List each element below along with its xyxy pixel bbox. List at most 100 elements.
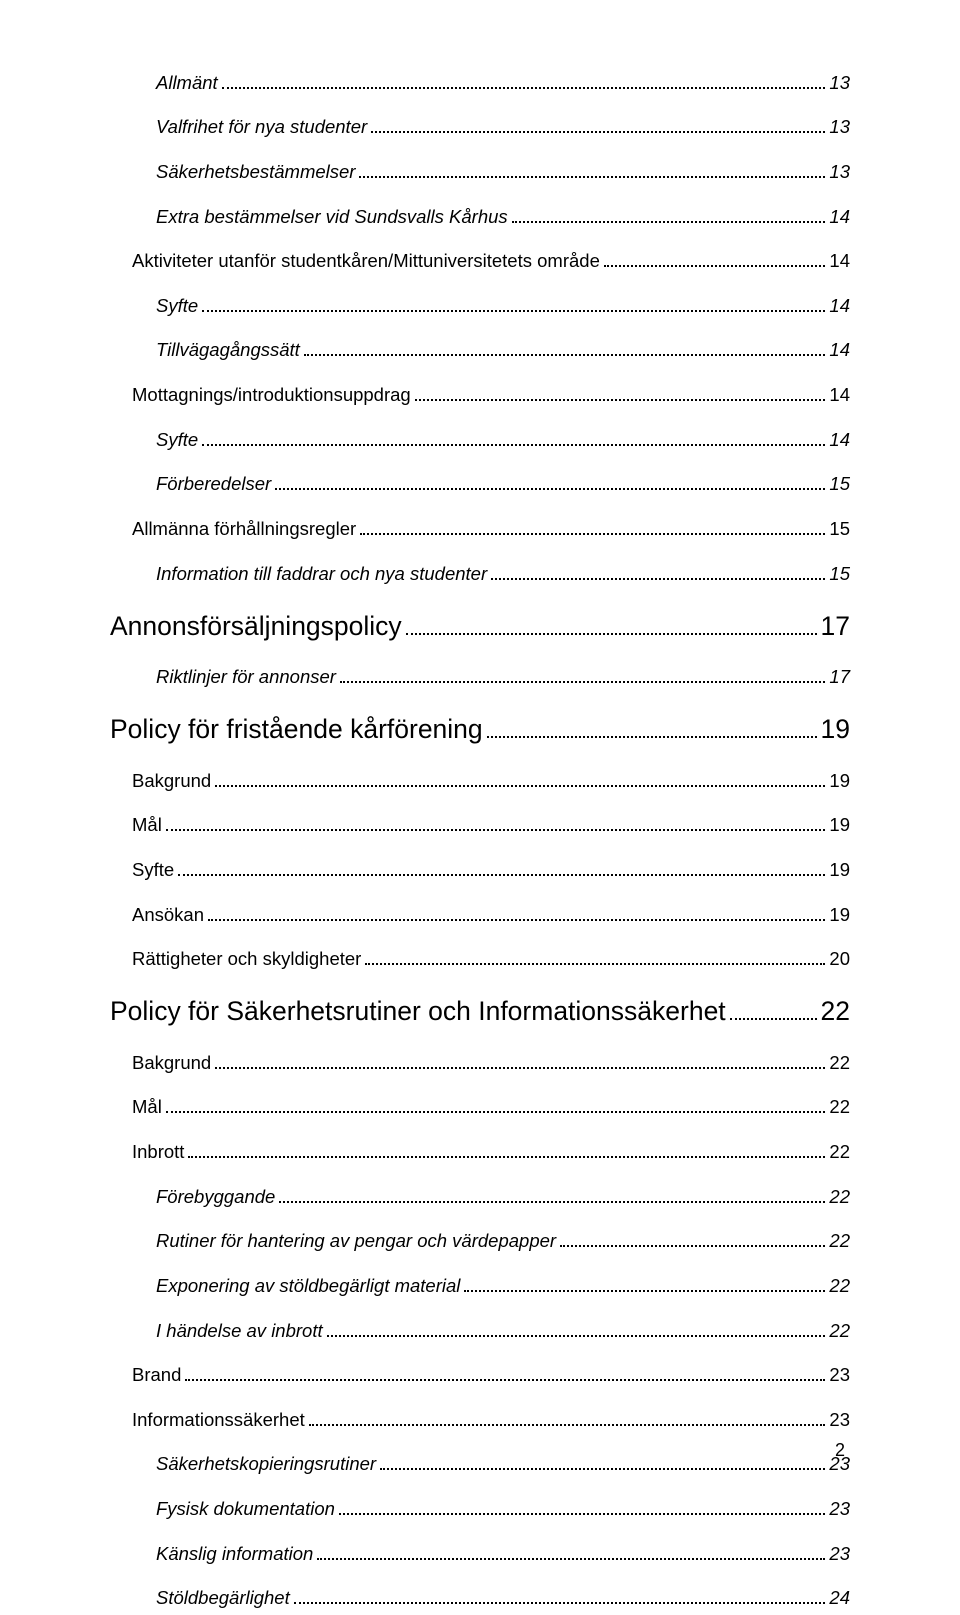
toc-entry-label: I händelse av inbrott xyxy=(156,1320,323,1342)
toc-leader-dots xyxy=(491,561,825,580)
toc-entry-label: Mottagnings/introduktionsuppdrag xyxy=(132,384,411,406)
toc-entry[interactable]: Informationssäkerhet 23 xyxy=(132,1407,850,1431)
toc-entry[interactable]: Allmänt 13 xyxy=(156,70,850,94)
toc-leader-dots xyxy=(188,1139,825,1158)
toc-entry-label: Inbrott xyxy=(132,1141,184,1163)
toc-entry[interactable]: Valfrihet för nya studenter 13 xyxy=(156,115,850,139)
toc-entry[interactable]: Syfte 19 xyxy=(132,857,850,881)
toc-entry-page: 20 xyxy=(829,948,850,970)
toc-entry[interactable]: Annonsförsäljningspolicy 17 xyxy=(110,609,850,642)
toc-leader-dots xyxy=(339,1496,826,1515)
toc-leader-dots xyxy=(202,293,825,312)
toc-entry-label: Aktiviteter utanför studentkåren/Mittuni… xyxy=(132,250,600,272)
toc-entry-page: 22 xyxy=(821,996,850,1027)
toc-entry-page: 13 xyxy=(829,72,850,94)
toc-entry[interactable]: Bakgrund 22 xyxy=(132,1050,850,1074)
toc-entry-label: Information till faddrar och nya student… xyxy=(156,563,487,585)
toc-entry[interactable]: Fysisk dokumentation 23 xyxy=(156,1496,850,1520)
toc-entry[interactable]: Förberedelser 15 xyxy=(156,472,850,496)
toc-entry[interactable]: Känslig information 23 xyxy=(156,1541,850,1565)
toc-entry[interactable]: Mål 22 xyxy=(132,1095,850,1119)
toc-entry-page: 19 xyxy=(829,814,850,836)
toc-entry-page: 23 xyxy=(829,1409,850,1431)
toc-entry-page: 22 xyxy=(829,1275,850,1297)
toc-entry-label: Policy för Säkerhetsrutiner och Informat… xyxy=(110,996,726,1027)
toc-entry-label: Ansökan xyxy=(132,904,204,926)
toc-entry[interactable]: Säkerhetsbestämmelser 13 xyxy=(156,159,850,183)
toc-entry[interactable]: Exponering av stöldbegärligt material 22 xyxy=(156,1273,850,1297)
toc-entry-label: Syfte xyxy=(156,429,198,451)
toc-entry[interactable]: Ansökan 19 xyxy=(132,902,850,926)
toc-entry[interactable]: Rättigheter och skyldigheter 20 xyxy=(132,947,850,971)
toc-entry[interactable]: Mottagnings/introduktionsuppdrag 14 xyxy=(132,382,850,406)
toc-leader-dots xyxy=(208,902,825,921)
toc-entry[interactable]: Mål 19 xyxy=(132,813,850,837)
toc-leader-dots xyxy=(275,472,825,491)
table-of-contents: Allmänt 13Valfrihet för nya studenter 13… xyxy=(110,55,850,1615)
toc-entry[interactable]: Extra bestämmelser vid Sundsvalls Kårhus… xyxy=(156,204,850,228)
toc-entry-label: Rutiner för hantering av pengar och värd… xyxy=(156,1230,556,1252)
toc-entry[interactable]: Brand 23 xyxy=(132,1363,850,1387)
toc-entry[interactable]: Förebyggande 22 xyxy=(156,1184,850,1208)
toc-entry-page: 14 xyxy=(829,384,850,406)
toc-leader-dots xyxy=(512,204,826,223)
toc-entry-page: 22 xyxy=(829,1141,850,1163)
toc-leader-dots xyxy=(560,1229,825,1248)
toc-leader-dots xyxy=(380,1452,825,1471)
toc-leader-dots xyxy=(215,1050,825,1069)
toc-entry[interactable]: Tillvägagångssätt 14 xyxy=(156,338,850,362)
toc-entry-label: Riktlinjer för annonser xyxy=(156,666,336,688)
toc-entry-page: 14 xyxy=(829,206,850,228)
toc-entry-page: 14 xyxy=(829,429,850,451)
toc-entry-label: Policy för fristående kårförening xyxy=(110,714,483,745)
toc-entry-page: 15 xyxy=(829,518,850,540)
toc-leader-dots xyxy=(359,159,825,178)
toc-leader-dots xyxy=(166,1095,826,1114)
toc-entry[interactable]: Policy för Säkerhetsrutiner och Informat… xyxy=(110,994,850,1027)
toc-entry-label: Bakgrund xyxy=(132,770,211,792)
toc-entry-label: Förebyggande xyxy=(156,1186,275,1208)
toc-leader-dots xyxy=(166,813,826,832)
toc-entry-page: 19 xyxy=(829,904,850,926)
toc-entry-page: 14 xyxy=(829,250,850,272)
toc-entry[interactable]: Aktiviteter utanför studentkåren/Mittuni… xyxy=(132,249,850,273)
toc-entry[interactable]: Policy för fristående kårförening 19 xyxy=(110,712,850,745)
toc-entry-label: Allmänna förhållningsregler xyxy=(132,518,356,540)
toc-leader-dots xyxy=(317,1541,825,1560)
toc-entry-label: Tillvägagångssätt xyxy=(156,339,300,361)
toc-entry-label: Informationssäkerhet xyxy=(132,1409,305,1431)
toc-entry-label: Känslig information xyxy=(156,1543,313,1565)
toc-entry[interactable]: Säkerhetskopieringsrutiner 23 xyxy=(156,1452,850,1476)
toc-entry-label: Mål xyxy=(132,1096,162,1118)
document-page: Allmänt 13Valfrihet för nya studenter 13… xyxy=(0,0,960,1509)
toc-entry-page: 13 xyxy=(829,116,850,138)
toc-entry-label: Exponering av stöldbegärligt material xyxy=(156,1275,460,1297)
toc-entry-label: Bakgrund xyxy=(132,1052,211,1074)
toc-entry-page: 23 xyxy=(829,1498,850,1520)
toc-entry-label: Valfrihet för nya studenter xyxy=(156,116,367,138)
toc-entry-label: Annonsförsäljningspolicy xyxy=(110,611,402,642)
toc-leader-dots xyxy=(604,249,826,268)
toc-entry[interactable]: I händelse av inbrott 22 xyxy=(156,1318,850,1342)
toc-entry[interactable]: Riktlinjer för annonser 17 xyxy=(156,665,850,689)
toc-entry[interactable]: Inbrott 22 xyxy=(132,1139,850,1163)
toc-entry[interactable]: Syfte 14 xyxy=(156,427,850,451)
toc-entry-page: 22 xyxy=(829,1186,850,1208)
toc-leader-dots xyxy=(279,1184,825,1203)
toc-entry-label: Syfte xyxy=(156,295,198,317)
toc-entry[interactable]: Syfte 14 xyxy=(156,293,850,317)
page-number: 2 xyxy=(835,1440,845,1461)
toc-leader-dots xyxy=(415,382,826,401)
toc-entry[interactable]: Bakgrund 19 xyxy=(132,768,850,792)
toc-entry-page: 22 xyxy=(829,1320,850,1342)
toc-leader-dots xyxy=(406,609,817,635)
toc-entry-page: 24 xyxy=(829,1587,850,1609)
toc-entry-label: Säkerhetskopieringsrutiner xyxy=(156,1453,376,1475)
toc-entry-page: 14 xyxy=(829,295,850,317)
toc-entry-label: Allmänt xyxy=(156,72,218,94)
toc-entry[interactable]: Allmänna förhållningsregler 15 xyxy=(132,516,850,540)
toc-entry[interactable]: Stöldbegärlighet 24 xyxy=(156,1586,850,1610)
toc-entry[interactable]: Rutiner för hantering av pengar och värd… xyxy=(156,1229,850,1253)
toc-entry[interactable]: Information till faddrar och nya student… xyxy=(156,561,850,585)
toc-entry-label: Säkerhetsbestämmelser xyxy=(156,161,355,183)
